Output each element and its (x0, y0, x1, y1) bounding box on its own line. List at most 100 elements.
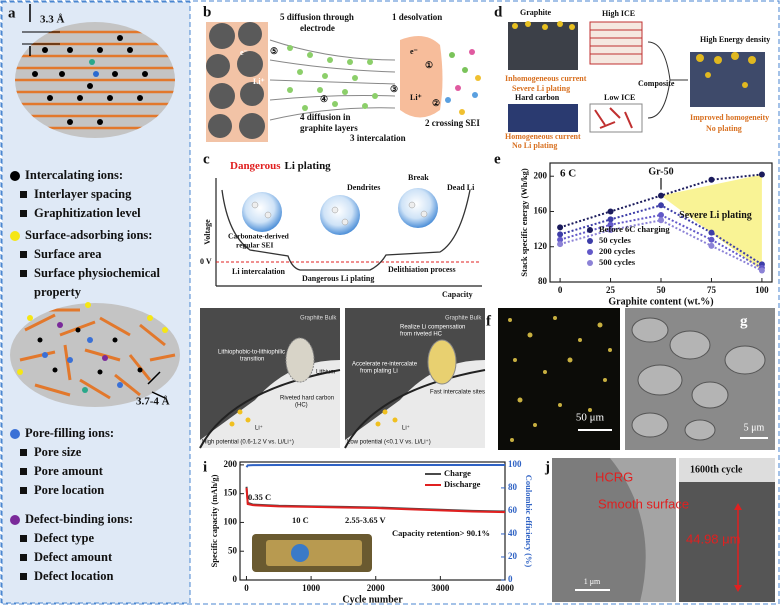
y-tick-label: 160 (534, 206, 548, 216)
x-tick-label: 25 (606, 285, 616, 295)
group-item-text: Defect location (34, 569, 114, 583)
panel-label: c (203, 151, 210, 167)
panel-label: e (494, 151, 501, 167)
group-item-text: Surface area (34, 247, 102, 261)
material-label: Graphite (520, 8, 552, 17)
bullet (10, 230, 20, 241)
ion-label: Li⁺ (253, 77, 265, 86)
scale-label: 5 μm (744, 422, 765, 433)
panel-label: g (740, 313, 748, 329)
bullet (10, 428, 20, 439)
group-item-text: Pore amount (34, 464, 103, 478)
data-point (557, 224, 564, 231)
x-tick-label: 0 (244, 583, 249, 593)
annotation: 10 C (292, 515, 309, 525)
annotation: regular SEI (236, 241, 274, 250)
group-item: Pore location (10, 481, 188, 500)
annotation: from plating Li (360, 369, 398, 375)
y2-tick-label: 100 (508, 459, 522, 469)
annotation: Gr-50 (648, 166, 673, 177)
group-item-text: Interlayer spacing (34, 187, 132, 201)
group-title-text: Pore-filling ions: (25, 426, 115, 440)
annotation: Dendrites (347, 183, 380, 192)
annotation: Fast intercalate sites (430, 390, 485, 396)
data-point (658, 192, 664, 199)
data-point (708, 176, 715, 183)
group-item: Surface physiochemical property (10, 264, 188, 302)
bullet (20, 251, 27, 258)
y-tick-label: 120 (534, 241, 548, 251)
ion-group: Intercalating ions: Interlayer spacing Gra… (10, 166, 188, 223)
annotation: 2.55-3.65 V (345, 515, 387, 525)
diffusion-schematic (206, 22, 481, 142)
sem-image (625, 308, 775, 450)
data-point (708, 242, 715, 249)
axis-label: Voltage (203, 219, 212, 245)
step-label: 1 desolvation (392, 12, 442, 22)
y-tick-label: 200 (224, 459, 238, 469)
data-point (557, 241, 564, 248)
bullet (20, 535, 27, 542)
annotation: Riveted hard carbon (280, 396, 334, 402)
step-number: ⑤ (270, 46, 278, 56)
x-tick-label: 0 (558, 285, 563, 295)
bullet (20, 270, 27, 277)
data-point (658, 202, 664, 209)
x-tick-label: 2000 (367, 583, 386, 593)
ion-group: Pore-filling ions: Pore size Pore amount Po… (10, 424, 188, 500)
legend-label: Charge (444, 468, 471, 478)
composite-label: Composite (638, 79, 675, 88)
group-item: Graphitization level (10, 204, 188, 223)
caption: Low potential (<0.1 V vs. Li/Li⁺) (347, 439, 431, 446)
y-tick-label: 0 (233, 574, 238, 584)
group-item: Pore amount (10, 462, 188, 481)
region-label: Graphite Bulk (445, 316, 482, 322)
group-item: Surface area (10, 245, 188, 264)
legend-label: Discharge (444, 479, 481, 489)
ion-group: Defect-binding ions: Defect type Defect am… (10, 510, 188, 586)
y-tick-label: 150 (224, 488, 238, 498)
annotation: 6 C (560, 168, 576, 180)
step-number: ② (432, 98, 440, 108)
step-label: 4 diffusion in (300, 112, 351, 122)
bullet (20, 210, 27, 217)
current-label: Improved homogeneity (690, 113, 769, 122)
y-tick-label: 50 (228, 545, 238, 555)
x-tick-label: 1000 (302, 583, 321, 593)
annotation: Realize Li compensation (400, 325, 465, 331)
group-item-text: Pore location (34, 483, 105, 497)
data-point (557, 236, 564, 243)
data-point (708, 236, 715, 243)
step-number: ③ (390, 84, 398, 94)
sem-image (552, 458, 775, 602)
y2-tick-label: 60 (508, 505, 518, 515)
y-tick-label: 100 (224, 517, 238, 527)
annotation: Lithiophobic-to-lithiophilic (218, 350, 285, 356)
data-point (607, 221, 614, 228)
bullet (20, 573, 27, 580)
graphite-schematic (15, 4, 175, 138)
ion-label: Li⁺ (410, 93, 422, 102)
annotation: Carbonate-derived (228, 232, 290, 241)
region-label: Graphite Bulk (300, 316, 337, 322)
optical-image (498, 308, 620, 450)
stage-label: Dangerous Li plating (302, 274, 374, 283)
data-point (557, 231, 564, 238)
result-label: Severe Li plating (512, 84, 570, 93)
annotation: 0.35 C (248, 492, 271, 502)
group-item-text: Defect amount (34, 550, 113, 564)
group-title: Defect-binding ions: (10, 510, 188, 529)
group-item: Defect location (10, 567, 188, 586)
electron-label: e⁻ (410, 47, 418, 56)
legend-label: 500 cycles (599, 257, 636, 267)
y-tick-label: 80 (538, 276, 548, 286)
x-tick-label: 75 (707, 285, 717, 295)
sample-label: HCRG (595, 469, 633, 484)
title-highlight: Dangerous (230, 160, 281, 172)
x-axis-label: Cycle number (342, 594, 403, 605)
group-item-text: Pore size (34, 445, 82, 459)
group-title: Surface-adsorbing ions: (10, 226, 188, 245)
group-item: Defect amount (10, 548, 188, 567)
